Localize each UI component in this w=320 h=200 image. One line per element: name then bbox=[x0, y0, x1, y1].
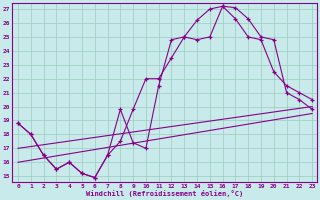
X-axis label: Windchill (Refroidissement éolien,°C): Windchill (Refroidissement éolien,°C) bbox=[86, 190, 243, 197]
